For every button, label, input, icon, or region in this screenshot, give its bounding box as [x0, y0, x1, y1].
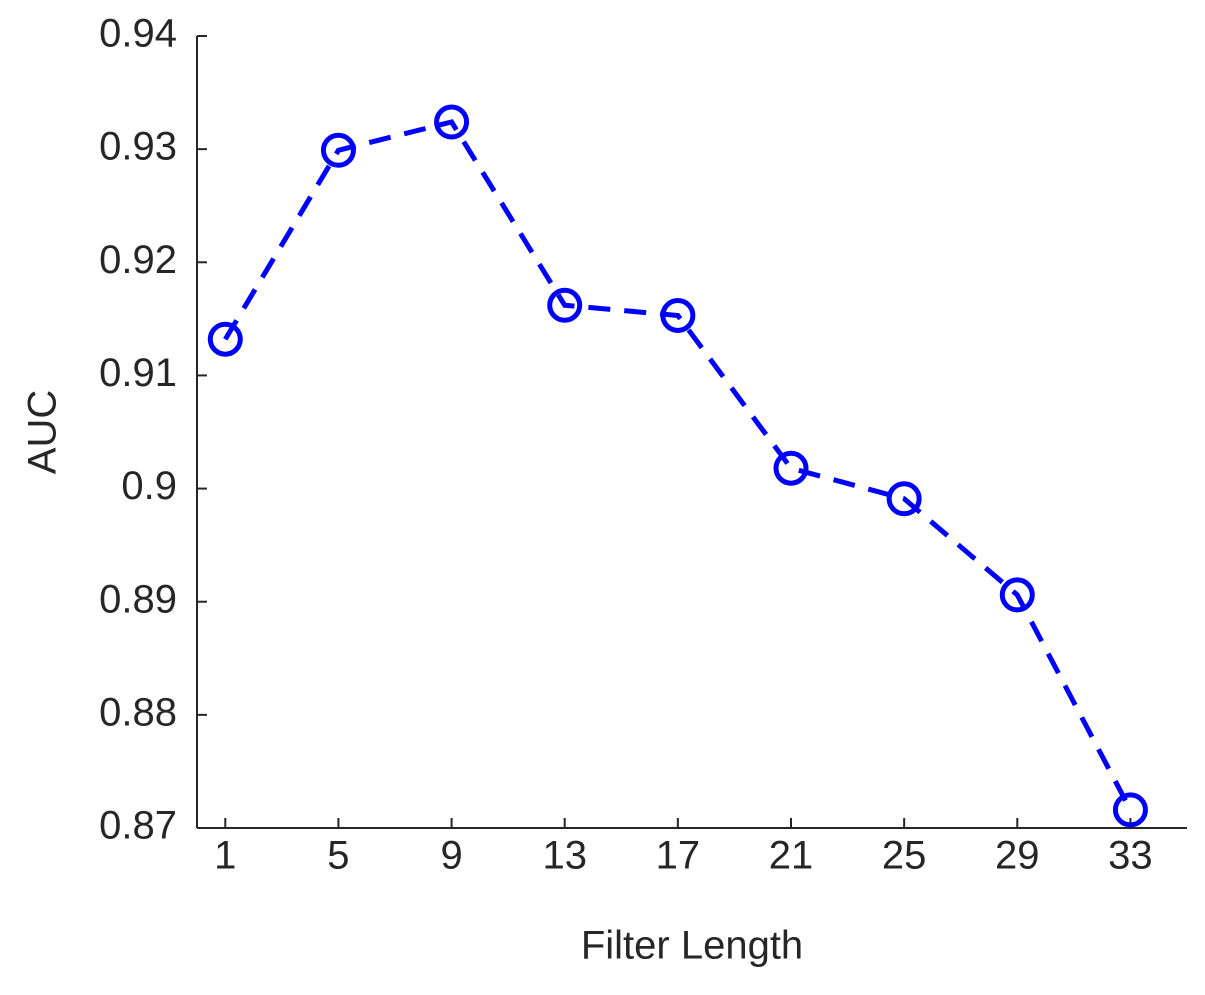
- x-tick-label: 21: [769, 834, 814, 878]
- y-axis-label: AUC: [21, 390, 65, 474]
- y-tick-label: 0.91: [99, 351, 177, 395]
- y-tick-label: 0.87: [99, 804, 177, 848]
- y-tick-label: 0.93: [99, 125, 177, 169]
- x-tick-label: 29: [995, 834, 1040, 878]
- y-tick-label: 0.94: [99, 12, 177, 56]
- y-tick-label: 0.92: [99, 238, 177, 282]
- marker: [660, 297, 696, 333]
- y-tick-label: 0.89: [99, 577, 177, 621]
- marker: [886, 481, 922, 517]
- marker: [547, 287, 583, 323]
- marker: [320, 132, 356, 168]
- marker: [1112, 792, 1148, 828]
- x-tick-label: 33: [1108, 834, 1153, 878]
- y-tick-label: 0.9: [121, 464, 177, 508]
- marker: [434, 104, 470, 140]
- x-tick-label: 9: [440, 834, 462, 878]
- x-tick-label: 1: [214, 834, 236, 878]
- series-line: [223, 119, 1133, 812]
- marker: [773, 450, 809, 486]
- y-tick-label: 0.88: [99, 690, 177, 734]
- x-tick-label: 17: [656, 834, 701, 878]
- x-tick-label: 5: [327, 834, 349, 878]
- marker: [207, 321, 243, 357]
- x-tick-label: 13: [542, 834, 587, 878]
- x-tick-label: 25: [882, 834, 927, 878]
- marker: [999, 577, 1035, 613]
- x-axis-label: Filter Length: [581, 924, 803, 968]
